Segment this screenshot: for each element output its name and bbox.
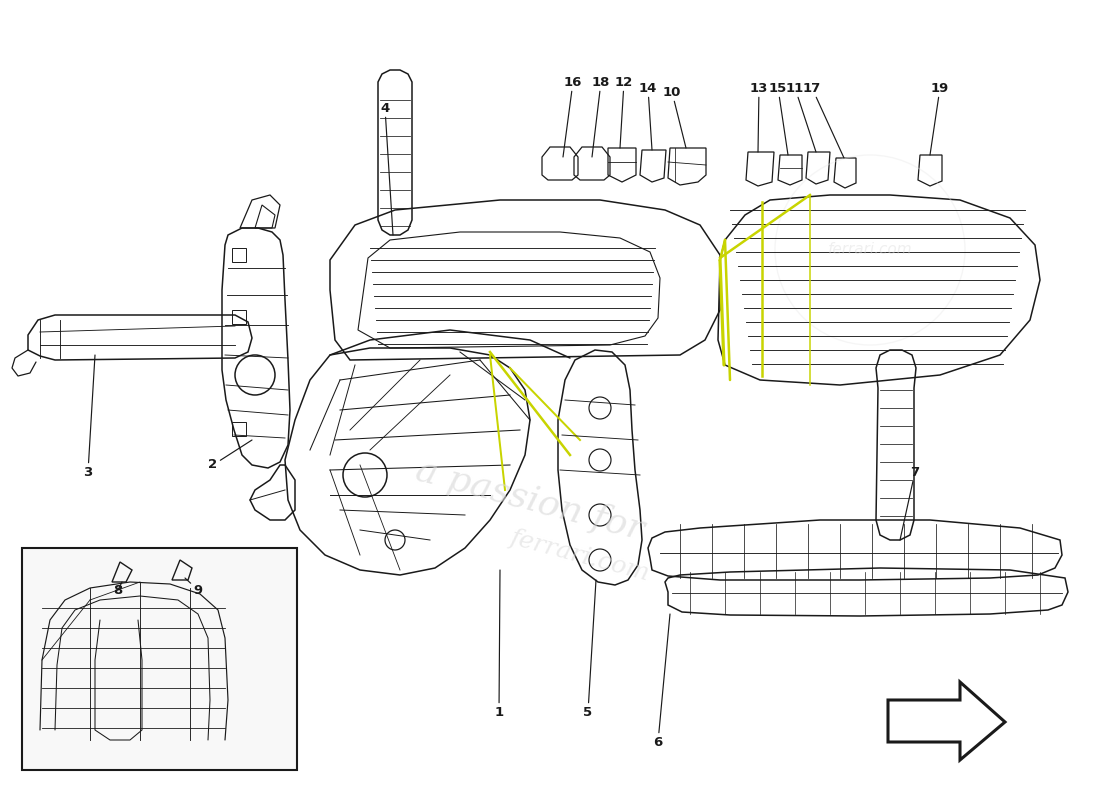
Text: 4: 4: [381, 102, 393, 235]
Text: 17: 17: [803, 82, 844, 158]
Text: 2: 2: [208, 440, 252, 471]
Text: a passion for: a passion for: [412, 453, 648, 547]
Text: 8: 8: [113, 582, 122, 597]
Text: 12: 12: [615, 75, 634, 148]
FancyBboxPatch shape: [22, 548, 297, 770]
Text: ferrari.com: ferrari.com: [508, 526, 652, 585]
Text: 5: 5: [583, 580, 596, 718]
Text: 11: 11: [785, 82, 816, 152]
Text: 18: 18: [592, 75, 611, 157]
Polygon shape: [888, 682, 1005, 760]
Text: 9: 9: [185, 578, 202, 597]
Text: 14: 14: [639, 82, 657, 150]
Text: 19: 19: [930, 82, 949, 155]
Text: 16: 16: [563, 75, 582, 157]
Text: ferrari.com: ferrari.com: [827, 242, 912, 258]
Text: 3: 3: [84, 355, 95, 478]
Text: 10: 10: [663, 86, 686, 148]
Text: 13: 13: [750, 82, 768, 152]
Text: 7: 7: [900, 466, 920, 540]
Text: 1: 1: [494, 570, 504, 718]
Text: 6: 6: [653, 614, 670, 749]
Text: 15: 15: [769, 82, 788, 155]
